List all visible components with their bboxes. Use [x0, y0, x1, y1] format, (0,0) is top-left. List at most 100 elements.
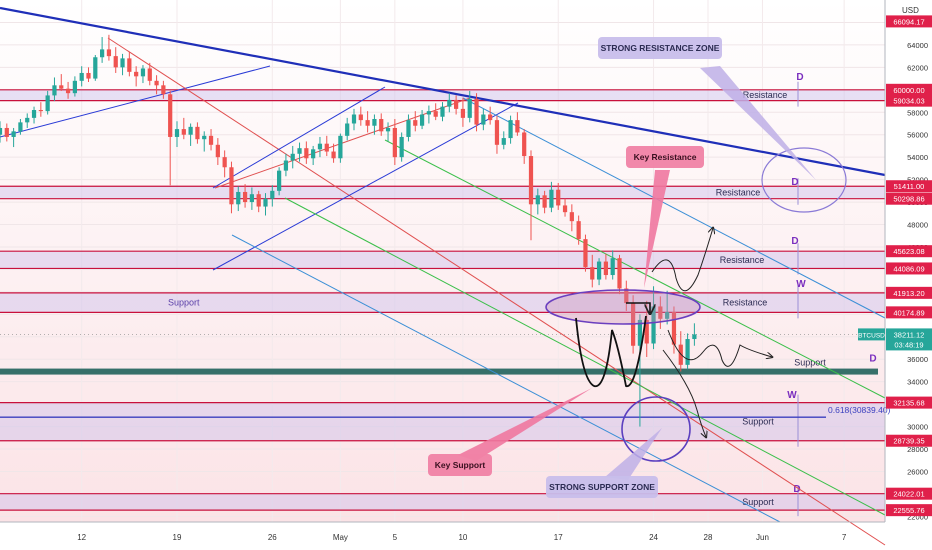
candle-body[interactable]: [671, 312, 677, 345]
candle-body[interactable]: [120, 58, 125, 68]
candle-body[interactable]: [522, 132, 527, 157]
candle-body[interactable]: [562, 205, 568, 213]
candle-body[interactable]: [528, 156, 534, 205]
candle-body[interactable]: [38, 110, 43, 112]
candle-body[interactable]: [11, 131, 16, 137]
candle-body[interactable]: [351, 114, 357, 124]
candle-body[interactable]: [317, 143, 323, 150]
candle-body[interactable]: [474, 98, 479, 125]
candle-body[interactable]: [413, 120, 418, 126]
candle-body[interactable]: [25, 117, 30, 123]
candle-body[interactable]: [79, 72, 84, 81]
candle-body[interactable]: [590, 267, 595, 280]
candle-body[interactable]: [535, 195, 540, 205]
candle-body[interactable]: [188, 126, 193, 135]
candle-body[interactable]: [249, 194, 254, 203]
candle-body[interactable]: [454, 99, 459, 109]
candle-body[interactable]: [174, 129, 180, 137]
candle-body[interactable]: [86, 72, 91, 79]
candle-body[interactable]: [644, 319, 649, 344]
candle-body[interactable]: [52, 85, 57, 96]
price-tag[interactable]: [886, 306, 932, 319]
candle-body[interactable]: [147, 68, 152, 81]
candle-body[interactable]: [256, 194, 261, 207]
candle-body[interactable]: [324, 143, 329, 152]
candle-body[interactable]: [665, 312, 670, 319]
candle-body[interactable]: [304, 148, 309, 159]
candle-body[interactable]: [406, 120, 411, 137]
candle-body[interactable]: [331, 151, 336, 159]
candle-body[interactable]: [290, 153, 295, 161]
candle-body[interactable]: [624, 288, 629, 304]
candle-body[interactable]: [488, 114, 493, 121]
candle-body[interactable]: [202, 135, 207, 140]
candle-body[interactable]: [297, 148, 302, 154]
candle-body[interactable]: [692, 334, 697, 340]
candle-body[interactable]: [195, 126, 200, 140]
candle-body[interactable]: [481, 114, 486, 125]
candle-body[interactable]: [181, 129, 186, 135]
price-tag[interactable]: [886, 396, 932, 409]
price-tag[interactable]: [886, 83, 932, 96]
candle-body[interactable]: [154, 80, 159, 86]
candle-body[interactable]: [617, 258, 622, 289]
candle-body[interactable]: [4, 127, 9, 137]
candle-body[interactable]: [372, 118, 377, 126]
candle-body[interactable]: [127, 58, 132, 72]
candle-body[interactable]: [168, 94, 173, 137]
candle-body[interactable]: [229, 167, 234, 205]
candle-body[interactable]: [345, 123, 350, 136]
candle-body[interactable]: [338, 135, 343, 159]
candle-body[interactable]: [556, 189, 561, 206]
candle-body[interactable]: [460, 108, 466, 118]
candle-body[interactable]: [542, 195, 547, 208]
candle-body[interactable]: [65, 88, 71, 94]
candle-body[interactable]: [569, 212, 574, 222]
candle-body[interactable]: [358, 114, 363, 121]
price-tag[interactable]: [886, 15, 932, 28]
candles-layer[interactable]: [0, 34, 697, 427]
price-tag[interactable]: [886, 94, 932, 107]
candle-body[interactable]: [447, 99, 452, 107]
candle-body[interactable]: [501, 138, 506, 145]
candle-body[interactable]: [215, 144, 220, 158]
candle-body[interactable]: [426, 111, 431, 115]
price-tag[interactable]: [886, 262, 932, 275]
candle-body[interactable]: [419, 114, 425, 126]
candle-body[interactable]: [45, 95, 50, 112]
price-tag[interactable]: [886, 245, 932, 258]
price-tag[interactable]: [886, 504, 932, 517]
price-tag[interactable]: [886, 434, 932, 447]
candle-body[interactable]: [515, 120, 520, 133]
time-axis[interactable]: 12 19 26 May 5 10 17 24 28 Jun 7: [0, 521, 885, 542]
candle-body[interactable]: [113, 56, 118, 68]
candle-body[interactable]: [263, 198, 268, 207]
candle-body[interactable]: [637, 319, 643, 346]
candle-body[interactable]: [549, 189, 554, 208]
candle-body[interactable]: [385, 127, 391, 132]
candle-body[interactable]: [0, 127, 3, 135]
candle-body[interactable]: [208, 135, 214, 145]
price-tag[interactable]: [886, 180, 932, 193]
candle-body[interactable]: [222, 157, 227, 168]
candle-body[interactable]: [399, 136, 404, 158]
symbol-tag[interactable]: [858, 328, 885, 341]
current-price-tag[interactable]: [886, 328, 932, 351]
candle-body[interactable]: [270, 190, 275, 199]
candle-body[interactable]: [106, 49, 112, 57]
candle-body[interactable]: [283, 160, 289, 171]
candle-body[interactable]: [236, 191, 241, 205]
price-tag[interactable]: [886, 192, 932, 205]
candle-body[interactable]: [494, 120, 500, 145]
candle-body[interactable]: [603, 261, 608, 276]
candle-body[interactable]: [59, 85, 64, 89]
candle-body[interactable]: [365, 120, 370, 126]
candle-body[interactable]: [596, 261, 602, 280]
price-axis[interactable]: USD 660006400062000600005800056000540005…: [858, 0, 932, 522]
candle-body[interactable]: [311, 149, 316, 159]
candle-body[interactable]: [440, 106, 445, 117]
candle-body[interactable]: [93, 57, 98, 79]
candle-body[interactable]: [72, 80, 77, 94]
candle-body[interactable]: [134, 71, 139, 77]
